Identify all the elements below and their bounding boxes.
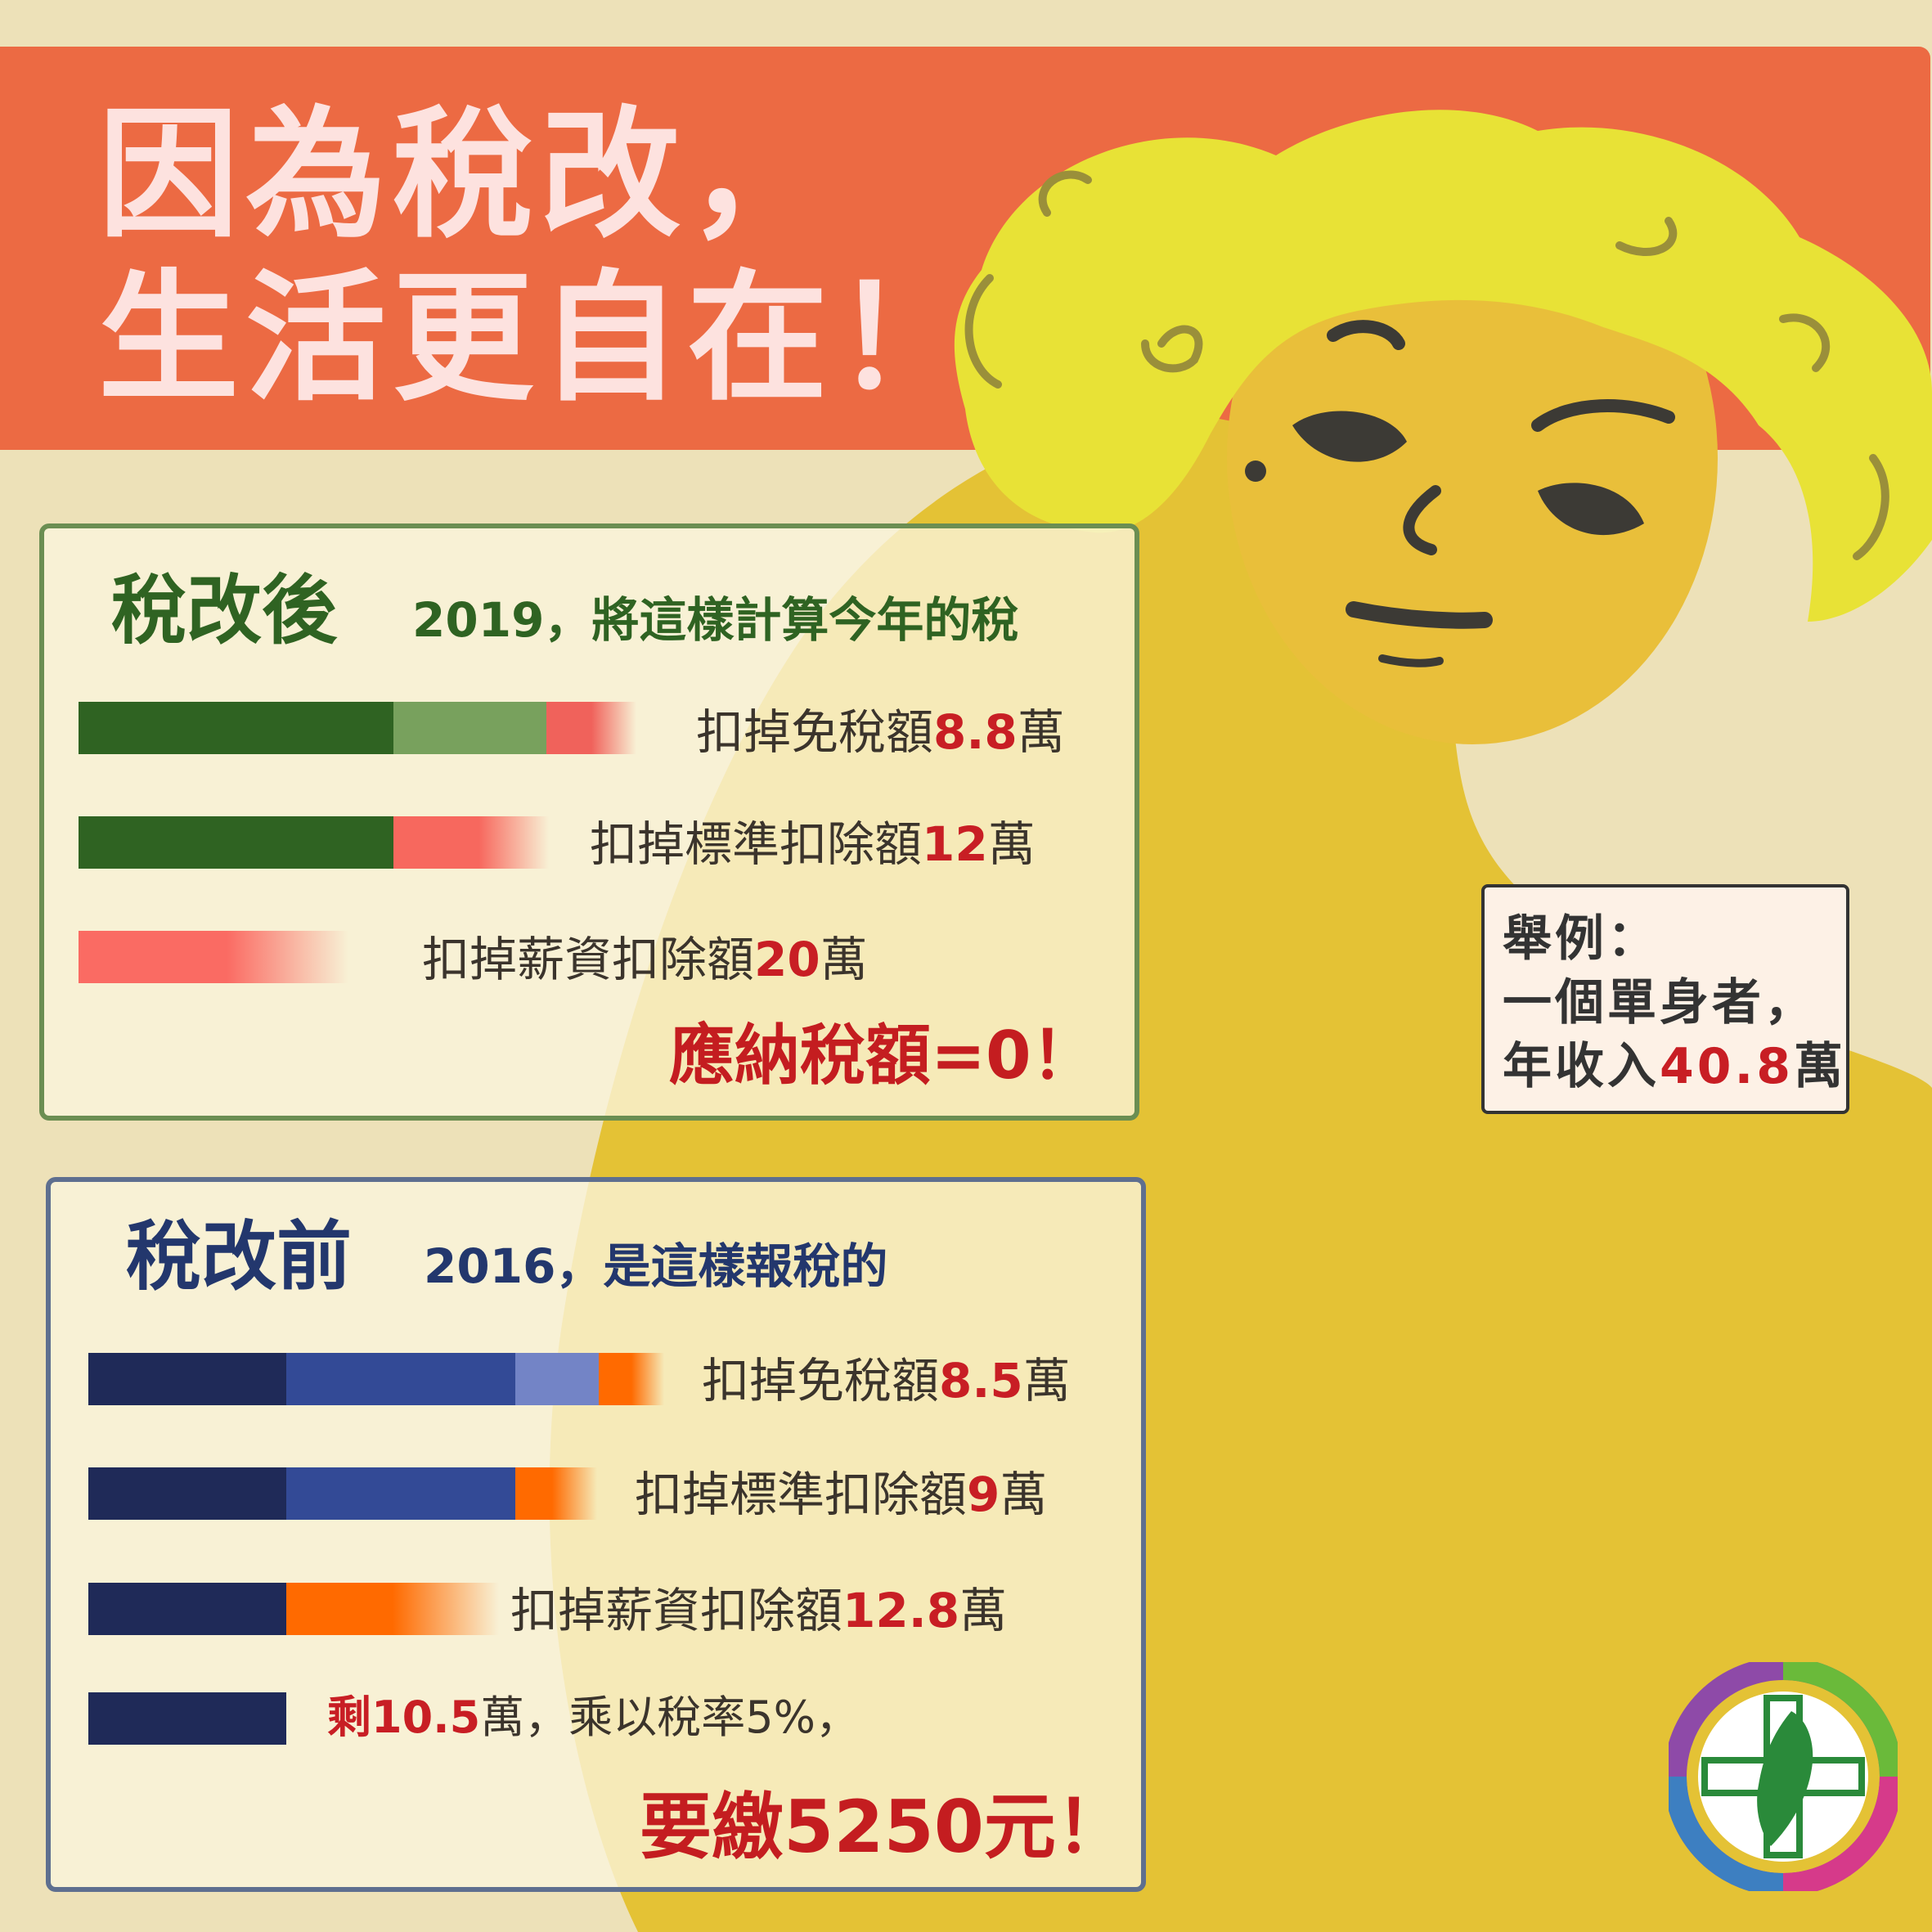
after-row-1-label: 扣掉免稅額8.8萬 <box>696 704 1065 760</box>
before-bar-2-standard <box>515 1467 597 1520</box>
before-subtitle: 2016，是這樣報稅的 <box>424 1238 888 1294</box>
before-bar-3-taxable <box>88 1583 286 1635</box>
hair-shape <box>954 110 1932 622</box>
before-remaining-label: 剩10.5萬，乘以稅率5%， <box>327 1692 860 1743</box>
mole <box>1245 461 1266 482</box>
after-bar-3-salary <box>79 931 348 983</box>
after-bar-2-taxable <box>79 816 393 869</box>
before-bar-1-taxable <box>88 1353 286 1405</box>
mouth <box>1346 601 1493 629</box>
chin-line <box>1378 654 1444 667</box>
headline-line1: 因為稅改， <box>98 92 834 257</box>
example-line-2: 一個單身者， <box>1503 974 1817 1031</box>
left-eye <box>1292 411 1407 462</box>
right-eyebrow <box>1531 399 1675 432</box>
example-box: 舉例： 一個單身者， 年收入40.8萬 <box>1481 884 1849 1114</box>
after-result: 應納稅額=0！ <box>669 1018 1097 1094</box>
left-eyebrow <box>1327 320 1405 350</box>
after-bar-1-standard <box>393 702 546 754</box>
example-line-3: 年收入40.8萬 <box>1503 1038 1847 1095</box>
before-bar-2-salary <box>286 1467 515 1520</box>
dpp-logo <box>1669 1662 1898 1891</box>
before-bar-1-exemption <box>599 1353 664 1405</box>
after-bar-1-exemption <box>546 702 636 754</box>
after-row-2-label: 扣掉標準扣除額12萬 <box>590 816 1036 872</box>
before-result: 要繳5250元！ <box>640 1785 1128 1869</box>
headline-line2: 生活更自在！ <box>98 256 982 420</box>
right-eye <box>1538 483 1644 536</box>
before-row-2-label: 扣掉標準扣除額9萬 <box>635 1467 1048 1522</box>
after-tax-reform-panel: 稅改後 2019，將這樣計算今年的稅 扣掉免稅額8.8萬 扣掉標準扣除額12萬 … <box>39 523 1139 1121</box>
taiwan-island-icon <box>1757 1711 1813 1846</box>
before-bar-3-salary <box>286 1583 499 1635</box>
example-line-1: 舉例： <box>1503 910 1660 968</box>
after-bar-2-standard <box>393 816 549 869</box>
after-row-3-label: 扣掉薪資扣除額20萬 <box>422 932 868 987</box>
hair-curls <box>964 170 1889 560</box>
nose <box>1403 485 1441 555</box>
before-bar-2-taxable <box>88 1467 286 1520</box>
before-title: 稅改前 <box>126 1213 353 1301</box>
before-bar-1-standard <box>515 1353 599 1405</box>
after-subtitle: 2019，將這樣計算今年的稅 <box>412 592 1019 648</box>
before-row-1-label: 扣掉免稅額8.5萬 <box>702 1353 1071 1409</box>
before-bar-4-remaining <box>88 1692 286 1745</box>
before-row-3-label: 扣掉薪資扣除額12.8萬 <box>510 1583 1008 1638</box>
before-tax-reform-panel: 稅改前 2016，是這樣報稅的 扣掉免稅額8.5萬 扣掉標準扣除額9萬 扣掉薪資… <box>46 1177 1146 1892</box>
after-title: 稅改後 <box>111 567 338 654</box>
after-bar-1-taxable <box>79 702 393 754</box>
before-bar-1-salary <box>286 1353 515 1405</box>
